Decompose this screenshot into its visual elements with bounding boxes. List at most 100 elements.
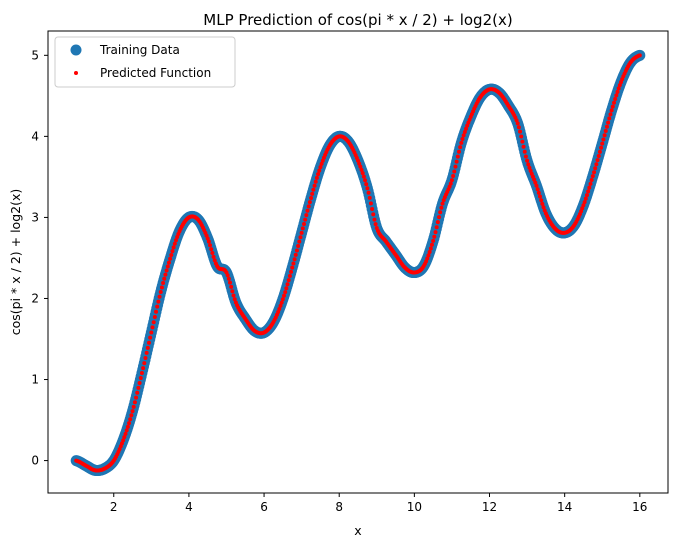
predicted-function-point [150, 325, 155, 330]
predicted-function-point [437, 215, 442, 220]
predicted-function-point [142, 361, 147, 366]
predicted-function-point [305, 208, 310, 213]
predicted-function-point [522, 149, 527, 154]
predicted-function-point [138, 375, 143, 380]
predicted-function-point [136, 385, 141, 390]
predicted-function-point [146, 340, 151, 345]
predicted-function-point [151, 320, 156, 325]
predicted-function-point [286, 278, 291, 283]
predicted-function-point [212, 258, 217, 263]
legend-label-predicted-function: Predicted Function [100, 66, 211, 80]
predicted-function-point [358, 164, 363, 169]
x-tick-label: 8 [335, 500, 343, 514]
predicted-function-point [372, 217, 377, 222]
predicted-function-point [278, 303, 283, 308]
predicted-function-point [318, 165, 323, 170]
x-tick-label: 16 [632, 500, 647, 514]
predicted-function-point [157, 294, 162, 299]
predicted-function-point [363, 178, 368, 183]
predicted-function-point [435, 220, 440, 225]
predicted-function-point [451, 174, 456, 179]
x-tick-label: 4 [185, 500, 193, 514]
y-tick-label: 1 [31, 373, 39, 387]
predicted-function-point [148, 335, 153, 340]
predicted-function-point [294, 248, 299, 253]
predicted-function-point [534, 183, 539, 188]
predicted-function-point [453, 164, 458, 169]
predicted-function-point [448, 181, 453, 186]
predicted-function-point [226, 276, 231, 281]
predicted-function-point [599, 145, 604, 150]
predicted-function-point [277, 306, 282, 311]
predicted-function-point [540, 201, 545, 206]
predicted-function-point [152, 314, 157, 319]
predicted-function-point [300, 226, 305, 231]
predicted-function-point [168, 256, 173, 261]
predicted-function-point [209, 247, 214, 252]
predicted-function-point [593, 166, 598, 171]
predicted-function-point [594, 162, 599, 167]
predicted-function-point [368, 201, 373, 206]
predicted-function-point [361, 174, 366, 179]
predicted-function-point [429, 242, 434, 247]
predicted-function-point [587, 185, 592, 190]
predicted-function-point [124, 428, 129, 433]
y-tick-label: 5 [31, 48, 39, 62]
predicted-function-point [313, 179, 318, 184]
predicted-function-point [615, 89, 620, 94]
predicted-function-point [292, 257, 297, 262]
predicted-function-point [581, 203, 586, 208]
predicted-function-point [440, 201, 445, 206]
predicted-function-point [128, 417, 133, 422]
predicted-function-point [289, 269, 294, 274]
predicted-function-point [284, 286, 289, 291]
predicted-function-point [614, 93, 619, 98]
predicted-function-point [205, 236, 210, 241]
predicted-function-point [173, 238, 178, 243]
predicted-function-point [454, 159, 459, 164]
predicted-function-point [290, 265, 295, 270]
predicted-function-point [373, 222, 378, 227]
predicted-function-point [166, 260, 171, 265]
predicted-function-point [582, 200, 587, 205]
predicted-function-point [163, 272, 168, 277]
y-tick-label: 3 [31, 210, 39, 224]
predicted-function-point [285, 282, 290, 287]
predicted-function-point [592, 170, 597, 175]
predicted-function-point [131, 404, 136, 409]
predicted-function-point [458, 145, 463, 150]
predicted-function-point [613, 97, 618, 102]
predicted-function-point [231, 293, 236, 298]
x-axis-label: x [354, 523, 361, 538]
predicted-function-point [144, 350, 149, 355]
predicted-function-point [127, 421, 132, 426]
predicted-function-point [155, 304, 160, 309]
predicted-function-point [311, 187, 316, 192]
legend-marker-predicted-function [74, 71, 78, 75]
predicted-function-point [617, 83, 622, 88]
x-tick-label: 10 [407, 500, 422, 514]
predicted-function-point [439, 205, 444, 210]
predicted-function-point [162, 276, 167, 281]
predicted-function-point [156, 299, 161, 304]
predicted-function-point [210, 251, 215, 256]
predicted-function-point [137, 380, 142, 385]
predicted-function-point [230, 289, 235, 294]
predicted-function-point [293, 252, 298, 257]
predicted-function-point [121, 438, 126, 443]
predicted-function-point [316, 172, 321, 177]
predicted-function-point [426, 253, 431, 258]
predicted-function-point [149, 330, 154, 335]
predicted-function-point [129, 413, 134, 418]
predicted-function-point [452, 169, 457, 174]
predicted-function-point [158, 289, 163, 294]
predicted-function-point [586, 189, 591, 194]
predicted-function-point [455, 154, 460, 159]
predicted-function-point [462, 130, 467, 135]
predicted-function-point [461, 133, 466, 138]
predicted-function-point [229, 284, 234, 289]
predicted-function-point [291, 261, 296, 266]
legend: Training Data Predicted Function [54, 36, 236, 88]
y-axis-ticks: 0 1 2 3 4 5 [31, 48, 48, 468]
